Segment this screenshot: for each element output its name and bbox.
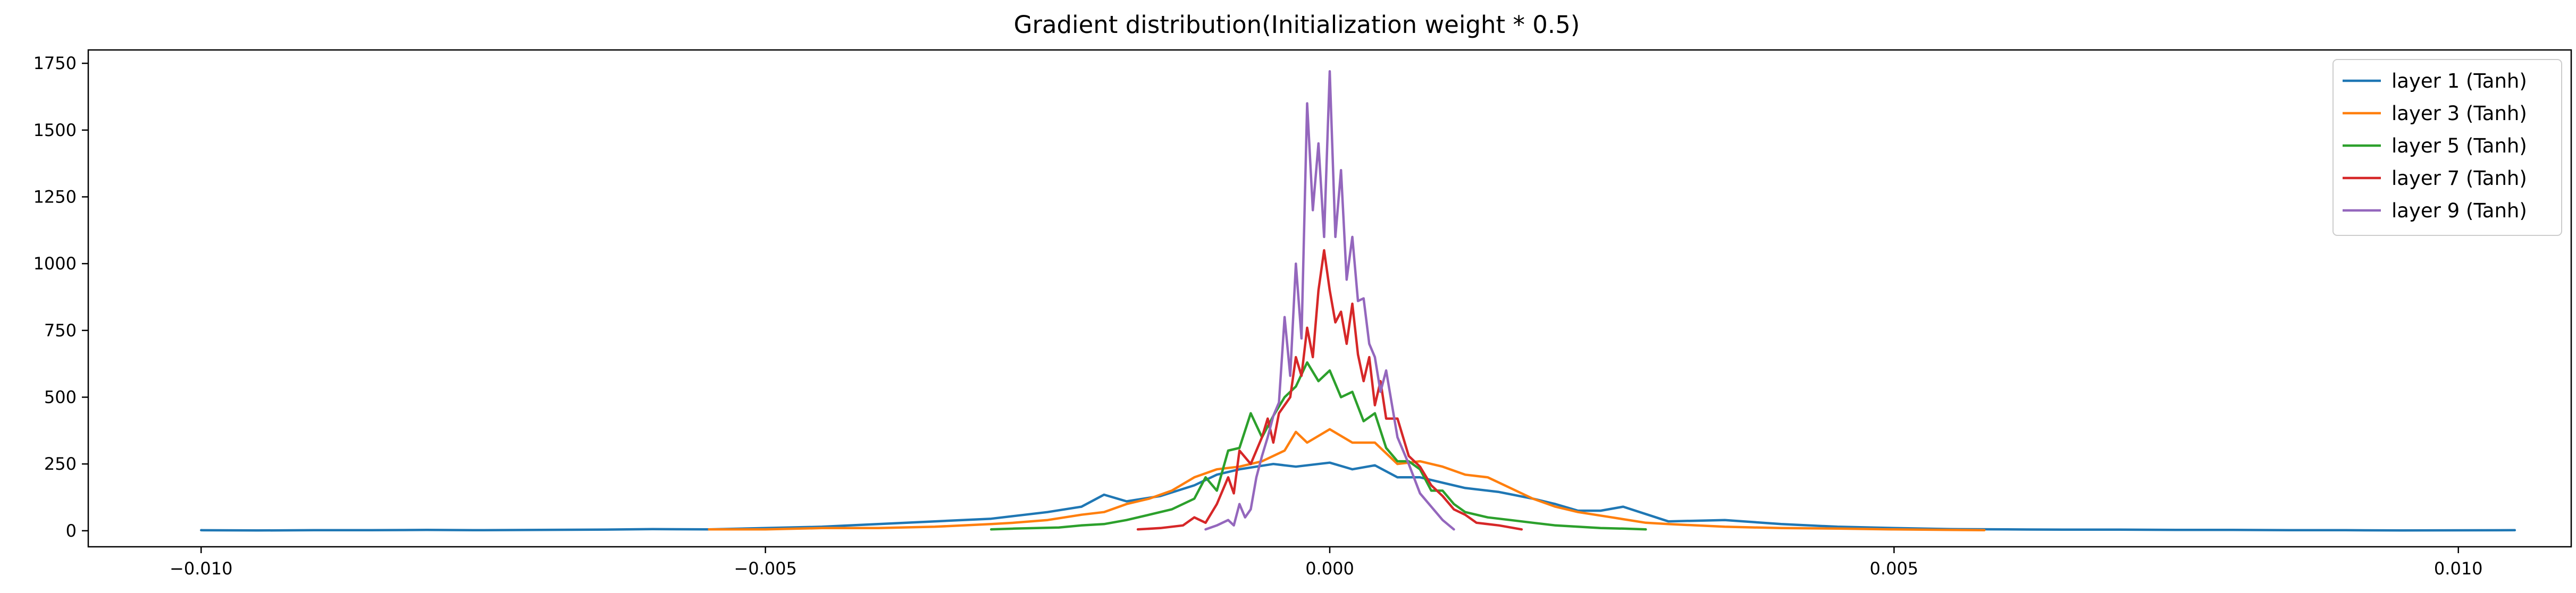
y-axis: 0 250 500 750 1000 1250 1500 1750 [33,53,88,541]
legend: layer 1 (Tanh) layer 3 (Tanh) layer 5 (Tan… [2332,59,2562,236]
series-line-layer-3 [708,428,1986,532]
y-tick-label: 500 [44,387,77,407]
y-tick-label: 0 [66,521,77,541]
plot-frame [87,49,2572,548]
y-tick-label: 1250 [33,187,77,207]
x-tick-label: −0.005 [734,558,796,579]
legend-label: layer 9 (Tanh) [2392,199,2527,222]
y-tick-label: 750 [44,320,77,341]
series-line-layer-9 [1204,70,1455,531]
y-tick-label: 1750 [33,53,77,73]
legend-label: layer 5 (Tanh) [2392,134,2527,157]
plot-area-background [88,50,2571,547]
y-tick-label: 250 [44,454,77,474]
legend-label: layer 1 (Tanh) [2392,70,2527,92]
series-line-layer-5 [989,361,1647,531]
y-tick-label: 1500 [33,120,77,140]
series-lines [200,70,2516,532]
legend-label: layer 7 (Tanh) [2392,167,2527,190]
x-tick-label: 0.010 [2434,558,2483,579]
legend-box [2332,59,2562,236]
x-tick-label: −0.010 [170,558,232,579]
x-tick-label: 0.000 [1305,558,1354,579]
legend-label: layer 3 (Tanh) [2392,102,2527,125]
y-tick-label: 1000 [33,253,77,274]
chart-title: Gradient distribution(Initialization wei… [1014,11,1580,39]
x-tick-label: 0.005 [1870,558,1919,579]
x-axis: −0.010 −0.005 0.000 0.005 0.010 [170,547,2483,579]
series-line-layer-7 [1136,249,1523,531]
